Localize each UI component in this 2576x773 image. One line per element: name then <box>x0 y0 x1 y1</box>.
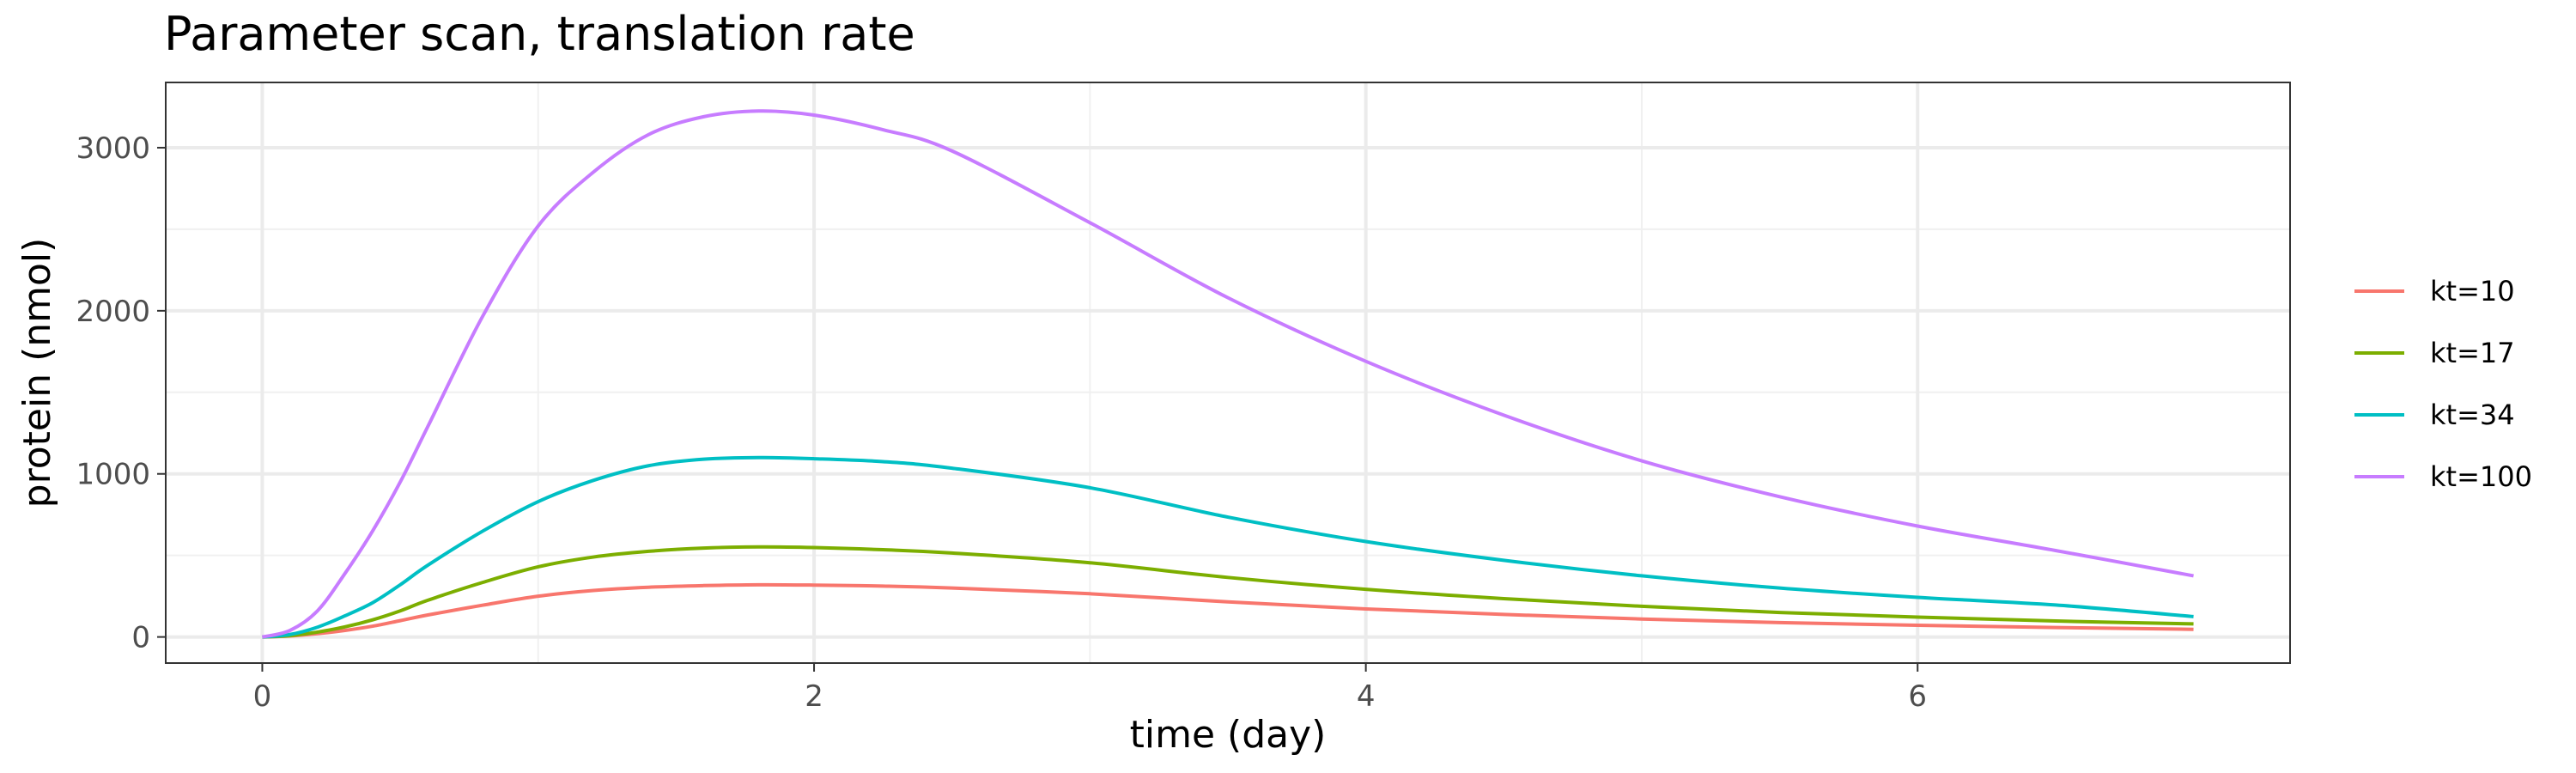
series-lines <box>261 109 2194 639</box>
legend: kt=10 kt=17 kt=34 kt=100 <box>2354 275 2532 493</box>
legend-label: kt=100 <box>2430 460 2532 493</box>
legend-label: kt=10 <box>2430 275 2515 307</box>
x-tick-label: 6 <box>1908 679 1927 714</box>
y-tick-label: 1000 <box>76 458 150 492</box>
series-line-kt-100 <box>261 109 2194 639</box>
y-tick-label: 2000 <box>76 295 150 329</box>
y-axis-title: protein (nmol) <box>15 238 59 508</box>
legend-label: kt=34 <box>2430 399 2515 431</box>
chart-title: Parameter scan, translation rate <box>164 7 915 61</box>
y-tick-label: 0 <box>131 621 150 655</box>
gridlines <box>166 82 2290 663</box>
y-tick-label: 3000 <box>76 131 150 166</box>
x-tick-label: 4 <box>1357 679 1376 714</box>
x-axis-title: time (day) <box>1130 713 1327 757</box>
x-tick-label: 0 <box>253 679 272 714</box>
series-line-kt-34 <box>262 455 2194 639</box>
series-line-kt-17 <box>262 545 2194 639</box>
axes: 0 2 4 6 0 1000 2000 3000 <box>76 131 1927 714</box>
x-tick-label: 2 <box>805 679 823 714</box>
plot-panel-border <box>165 82 2291 664</box>
series-line-kt-10 <box>262 582 2194 639</box>
legend-label: kt=17 <box>2430 337 2515 369</box>
